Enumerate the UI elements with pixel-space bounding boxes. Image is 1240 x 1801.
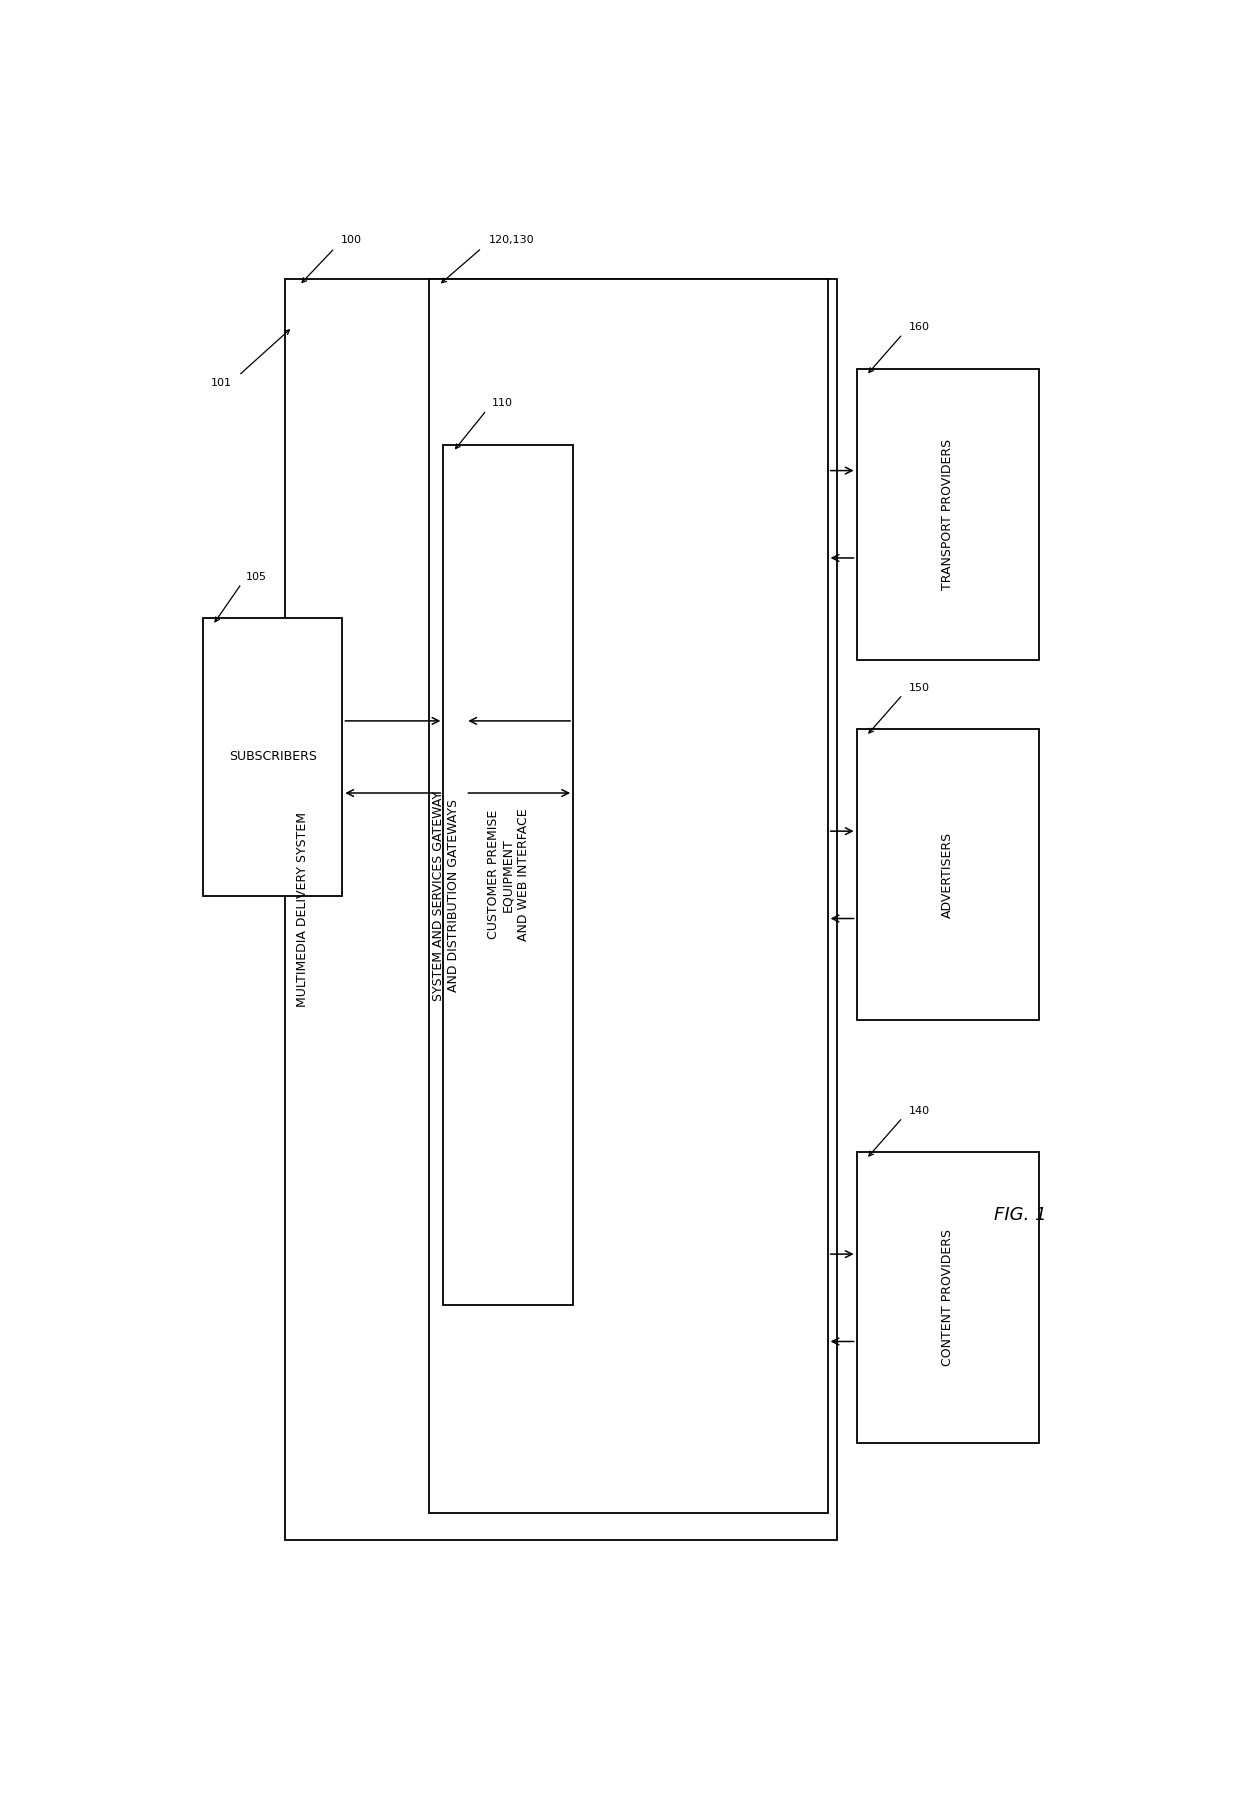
Text: SUBSCRIBERS: SUBSCRIBERS — [229, 751, 316, 764]
Text: 120,130: 120,130 — [489, 234, 534, 245]
Text: CONTENT PROVIDERS: CONTENT PROVIDERS — [941, 1230, 955, 1367]
Text: ADVERTISERS: ADVERTISERS — [941, 832, 955, 919]
Text: FIG. 1: FIG. 1 — [993, 1205, 1047, 1223]
Text: 150: 150 — [909, 683, 930, 693]
Bar — [203, 618, 342, 895]
Text: 101: 101 — [211, 378, 232, 387]
Bar — [285, 279, 837, 1540]
Text: 100: 100 — [341, 234, 362, 245]
Text: MULTIMEDIA DELIVERY SYSTEM: MULTIMEDIA DELIVERY SYSTEM — [295, 812, 309, 1007]
Bar — [857, 369, 1039, 659]
Text: 160: 160 — [909, 322, 930, 331]
Bar — [429, 279, 828, 1513]
Text: 110: 110 — [491, 398, 512, 409]
Bar — [857, 729, 1039, 1021]
Text: SYSTEM AND SERVICES GATEWAY
AND DISTRIBUTION GATEWAYS: SYSTEM AND SERVICES GATEWAY AND DISTRIBU… — [433, 791, 460, 1001]
Bar — [857, 1153, 1039, 1443]
Bar — [444, 445, 573, 1304]
Text: 140: 140 — [909, 1106, 930, 1115]
Text: 105: 105 — [247, 571, 268, 582]
Text: TRANSPORT PROVIDERS: TRANSPORT PROVIDERS — [941, 439, 955, 591]
Text: CUSTOMER PREMISE
EQUIPMENT
AND WEB INTERFACE: CUSTOMER PREMISE EQUIPMENT AND WEB INTER… — [486, 809, 529, 942]
